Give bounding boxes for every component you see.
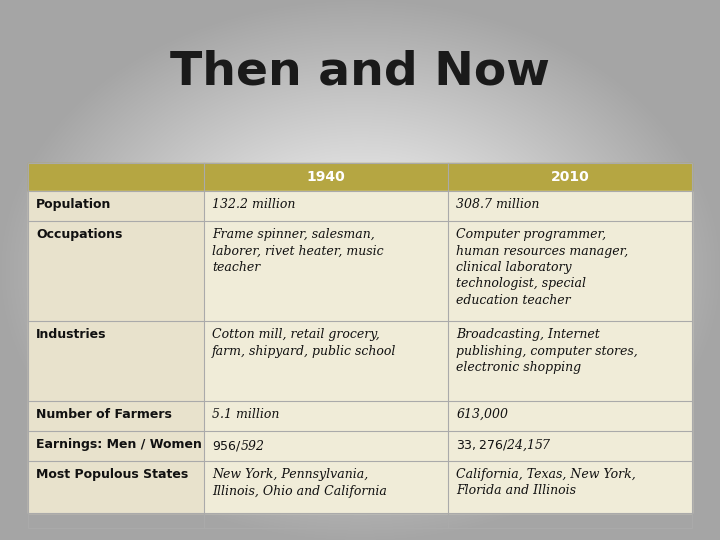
Bar: [28, 163, 692, 528]
Bar: [28, 401, 204, 431]
Text: Industries: Industries: [36, 328, 107, 341]
Text: 132.2 million: 132.2 million: [212, 198, 295, 211]
Bar: [28, 221, 204, 321]
Bar: [449, 191, 692, 221]
Bar: [204, 163, 449, 191]
Text: Broadcasting, Internet
publishing, computer stores,
electronic shopping: Broadcasting, Internet publishing, compu…: [456, 328, 638, 374]
Text: 2010: 2010: [551, 170, 590, 184]
Bar: [204, 191, 449, 221]
Bar: [28, 191, 204, 221]
Text: Earnings: Men / Women: Earnings: Men / Women: [36, 438, 202, 451]
Bar: [204, 321, 449, 401]
Text: $956 / $592: $956 / $592: [212, 438, 264, 453]
Text: New York, Pennsylvania,
Illinois, Ohio and California: New York, Pennsylvania, Illinois, Ohio a…: [212, 468, 387, 497]
Text: Occupations: Occupations: [36, 228, 122, 241]
Text: California, Texas, New York,
Florida and Illinois: California, Texas, New York, Florida and…: [456, 468, 636, 497]
Bar: [204, 461, 449, 513]
Text: Frame spinner, salesman,
laborer, rivet heater, music
teacher: Frame spinner, salesman, laborer, rivet …: [212, 228, 384, 274]
Bar: [449, 163, 692, 191]
Bar: [449, 401, 692, 431]
Bar: [449, 321, 692, 401]
Bar: [204, 431, 449, 461]
Bar: [28, 431, 204, 461]
Text: Cotton mill, retail grocery,
farm, shipyard, public school: Cotton mill, retail grocery, farm, shipy…: [212, 328, 396, 357]
Text: Population: Population: [36, 198, 112, 211]
Text: Then and Now: Then and Now: [170, 50, 550, 94]
Bar: [28, 321, 204, 401]
Text: $33,276 / $24,157: $33,276 / $24,157: [456, 438, 552, 454]
Text: 613,000: 613,000: [456, 408, 508, 421]
Bar: [28, 461, 204, 513]
Bar: [204, 401, 449, 431]
Bar: [449, 221, 692, 321]
Text: 5.1 million: 5.1 million: [212, 408, 279, 421]
Text: Computer programmer,
human resources manager,
clinical laboratory
technologist, : Computer programmer, human resources man…: [456, 228, 629, 307]
Bar: [449, 431, 692, 461]
Bar: [28, 163, 204, 191]
Bar: [204, 221, 449, 321]
Text: Number of Farmers: Number of Farmers: [36, 408, 172, 421]
Text: 308.7 million: 308.7 million: [456, 198, 540, 211]
Text: 1940: 1940: [307, 170, 346, 184]
Text: Most Populous States: Most Populous States: [36, 468, 188, 481]
Bar: [449, 461, 692, 513]
